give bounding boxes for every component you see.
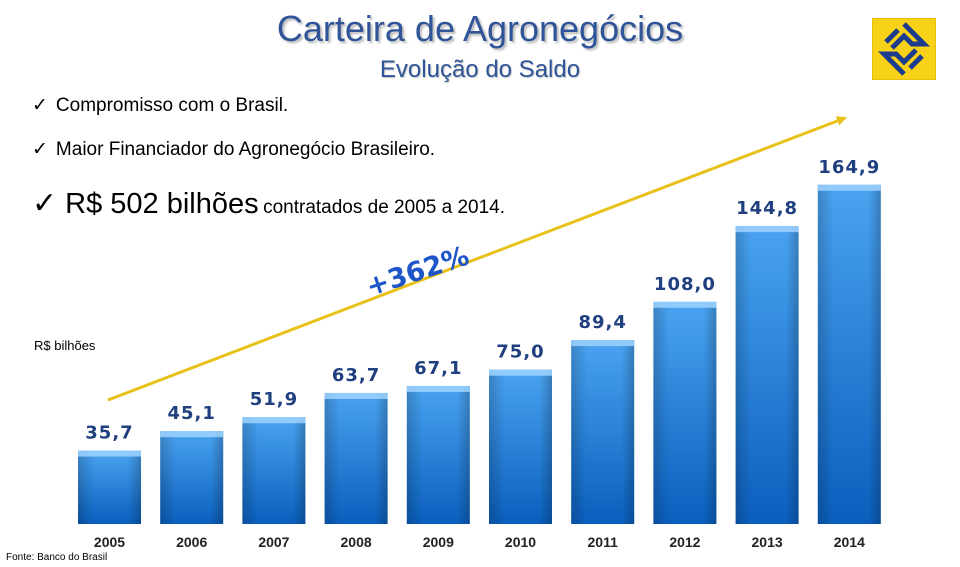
bar-shading xyxy=(160,431,224,524)
x-tick-label-2011: 2011 xyxy=(588,534,619,550)
data-label-2012: 108,0 xyxy=(654,274,716,295)
data-label-2008: 63,7 xyxy=(332,365,380,386)
x-tick-label-2007: 2007 xyxy=(258,534,289,550)
data-label-2005: 35,7 xyxy=(85,423,133,444)
slide-title: Carteira de Agronegócios xyxy=(276,8,684,49)
bullet-financiador: ✓ Maior Financiador do Agronegócio Brasil… xyxy=(32,138,435,161)
bar-cap xyxy=(160,431,224,438)
banco-do-brasil-logo-icon xyxy=(872,18,936,80)
bullet-text: Compromisso com o Brasil. xyxy=(55,95,289,116)
bar-cap xyxy=(817,184,881,191)
bullet-contratados: ✓ R$ 502 bilhões contratados de 2005 a 20… xyxy=(32,186,505,221)
bar-shading xyxy=(324,392,388,524)
bar-cap xyxy=(571,340,635,347)
data-label-2011: 89,4 xyxy=(578,312,626,333)
logo-background xyxy=(872,18,936,80)
growth-trend-arrow xyxy=(107,116,847,402)
bar-cap xyxy=(78,450,141,457)
x-tick-label-2010: 2010 xyxy=(505,534,536,550)
data-label-2007: 51,9 xyxy=(250,389,298,410)
checkmark-icon: ✓ xyxy=(32,187,58,220)
x-tick-label-2005: 2005 xyxy=(94,534,125,550)
bar-shading xyxy=(489,369,552,524)
bullet-compromisso: ✓ Compromisso com o Brasil. xyxy=(32,94,288,117)
data-label-2010: 75,0 xyxy=(496,342,544,363)
bullet-text: Maior Financiador do Agronegócio Brasile… xyxy=(55,139,436,160)
data-label-2013: 144,8 xyxy=(736,198,798,219)
y-axis-unit-label: R$ bilhões xyxy=(34,338,96,353)
data-label-2006: 45,1 xyxy=(167,403,215,424)
checkmark-icon: ✓ xyxy=(32,139,48,160)
slide-subtitle: Evolução do Saldo xyxy=(379,56,581,83)
bar-cap xyxy=(324,392,388,399)
bar-shading xyxy=(242,417,306,524)
bar-cap xyxy=(735,226,799,233)
bar-cap xyxy=(653,301,717,308)
data-label-2014: 164,9 xyxy=(818,157,880,178)
bar-cap xyxy=(489,369,552,376)
source-note: Fonte: Banco do Brasil xyxy=(6,552,108,563)
bar-shading xyxy=(571,340,635,524)
bar-shading xyxy=(406,385,470,524)
bullet-highlight-text: R$ 502 bilhões xyxy=(65,188,259,220)
x-tick-label-2008: 2008 xyxy=(341,534,372,550)
checkmark-icon: ✓ xyxy=(32,95,48,116)
bar-shading xyxy=(735,226,799,524)
bar-cap xyxy=(406,385,470,392)
x-tick-label-2009: 2009 xyxy=(423,534,454,550)
bar-cap xyxy=(242,417,306,424)
bar-shading xyxy=(78,450,141,524)
x-tick-label-2012: 2012 xyxy=(669,534,700,550)
data-label-2009: 67,1 xyxy=(414,358,462,379)
x-tick-label-2013: 2013 xyxy=(752,534,783,550)
bar-shading xyxy=(817,184,881,524)
x-tick-label-2014: 2014 xyxy=(834,534,865,550)
bar-shading xyxy=(653,301,717,524)
x-tick-label-2006: 2006 xyxy=(176,534,207,550)
bullet-text: contratados de 2005 a 2014. xyxy=(263,197,505,218)
